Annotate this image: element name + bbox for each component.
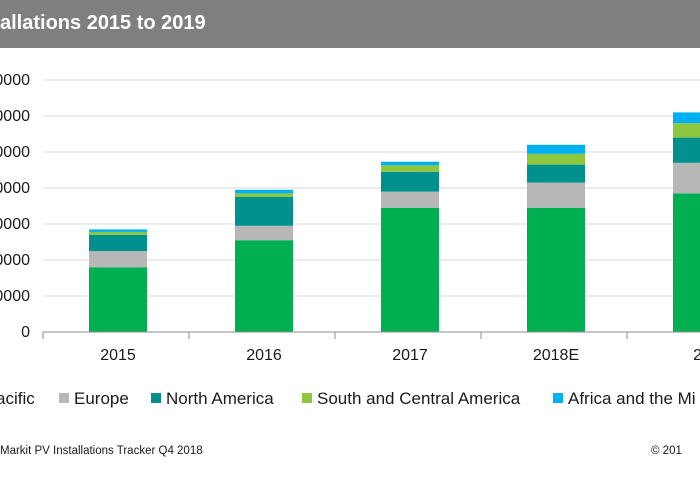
bar-segment bbox=[527, 207, 585, 332]
bar-segment bbox=[89, 234, 147, 251]
chart-title: allations 2015 to 2019 bbox=[0, 12, 206, 34]
bar-segment bbox=[235, 225, 293, 241]
legend-label: North America bbox=[166, 389, 274, 408]
legend-swatch bbox=[59, 393, 69, 403]
bar-segment bbox=[235, 193, 293, 197]
bar-segment bbox=[673, 123, 700, 138]
bar-segment bbox=[673, 193, 700, 332]
legend-label: Africa and the Mi bbox=[568, 389, 696, 408]
bar-segment bbox=[527, 144, 585, 154]
x-tick-label: 2015 bbox=[100, 347, 136, 364]
copyright-note: © 201 bbox=[651, 445, 682, 457]
legend-item-asia-pacific: acific bbox=[0, 389, 35, 409]
legend-label: acific bbox=[0, 389, 35, 408]
bar-segment bbox=[381, 191, 439, 208]
bar-segment bbox=[381, 171, 439, 192]
legend-label: South and Central America bbox=[317, 389, 521, 408]
bar-segment bbox=[89, 229, 147, 232]
bar-segment bbox=[89, 231, 147, 235]
bar-segment bbox=[235, 197, 293, 226]
bar-segment bbox=[673, 112, 700, 124]
bar-segment bbox=[235, 240, 293, 332]
legend-swatch bbox=[553, 393, 563, 403]
legend-item-south-central-america: South and Central America bbox=[302, 389, 520, 409]
y-tick-label: 0 bbox=[21, 324, 30, 341]
source-note: Markit PV Installations Tracker Q4 2018 bbox=[0, 445, 203, 457]
bar-segment bbox=[235, 189, 293, 194]
bar-segment bbox=[89, 267, 147, 332]
legend-item-north-america: North America bbox=[151, 389, 274, 409]
title-bar: allations 2015 to 2019 bbox=[0, 0, 700, 48]
bar-segment bbox=[527, 182, 585, 208]
bar-segment bbox=[673, 137, 700, 163]
x-tick-label: 20 bbox=[693, 347, 700, 364]
legend-item-europe: Europe bbox=[59, 389, 129, 409]
bar-segment bbox=[89, 251, 147, 268]
legend-item-africa-middle-east: Africa and the Mi bbox=[553, 389, 696, 409]
bar-segment bbox=[527, 164, 585, 183]
bar-segment bbox=[381, 207, 439, 332]
x-tick-label: 2017 bbox=[392, 347, 428, 364]
stacked-bar-chart: 0000000000000000000000000000020152016201… bbox=[0, 72, 700, 364]
bar-segment bbox=[673, 162, 700, 194]
x-tick-label: 2018E bbox=[533, 347, 579, 364]
bar-segment bbox=[527, 153, 585, 165]
legend-swatch bbox=[302, 393, 312, 403]
x-tick-label: 2016 bbox=[246, 347, 282, 364]
bar-segment bbox=[381, 161, 439, 166]
legend-label: Europe bbox=[74, 389, 129, 408]
bar-segment bbox=[381, 165, 439, 172]
legend-swatch bbox=[151, 393, 161, 403]
